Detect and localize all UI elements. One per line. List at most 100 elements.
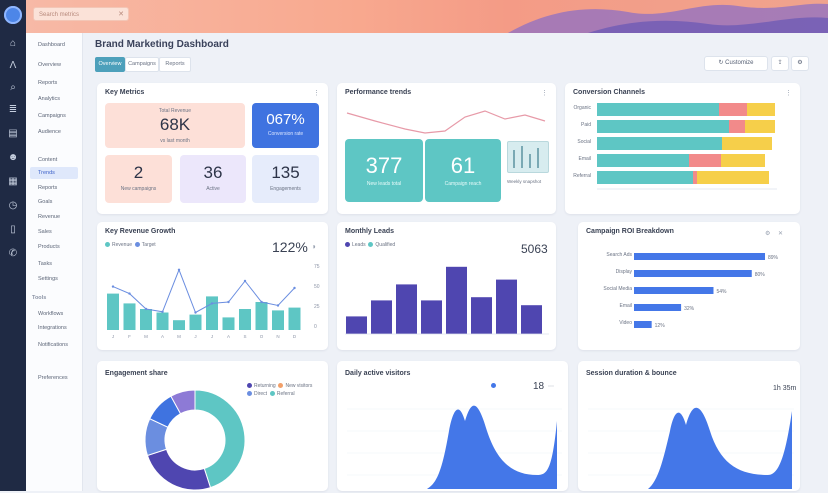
roi-value: 12% bbox=[655, 323, 666, 329]
channel-label: Email bbox=[578, 156, 591, 162]
close-icon[interactable]: ✕ bbox=[778, 231, 784, 237]
tab-overview[interactable]: Overview bbox=[95, 57, 125, 72]
list-icon[interactable]: ≣ bbox=[8, 104, 18, 115]
revenue-bar bbox=[173, 320, 185, 330]
target-point bbox=[161, 310, 164, 313]
x-tick: S bbox=[243, 334, 246, 339]
close-icon[interactable]: ✕ bbox=[118, 11, 124, 18]
logo[interactable] bbox=[4, 6, 22, 24]
sidebar-item[interactable]: Sales bbox=[38, 229, 52, 235]
database-icon[interactable]: ▦ bbox=[8, 176, 18, 187]
sidebar-item[interactable]: Products bbox=[38, 244, 60, 250]
sidebar-item[interactable]: Campaigns bbox=[38, 113, 66, 119]
clock-icon[interactable]: ◷ bbox=[8, 200, 18, 211]
chart-icon[interactable]: ▤ bbox=[8, 128, 18, 139]
target-point bbox=[144, 307, 148, 311]
legend-dot bbox=[269, 391, 275, 397]
sidebar-item[interactable]: Preferences bbox=[38, 375, 68, 381]
sidebar-item[interactable]: Content bbox=[38, 157, 58, 163]
roi-value: 32% bbox=[684, 306, 695, 312]
sidebar-item[interactable]: Reports bbox=[38, 185, 58, 191]
performance-tile-reach[interactable]: 61 Campaign reach bbox=[425, 139, 501, 202]
search-icon[interactable]: ⌕ bbox=[10, 82, 16, 93]
sidebar-item[interactable]: Audience bbox=[38, 129, 61, 135]
visitors-area-chart bbox=[347, 405, 562, 489]
tab-campaigns[interactable]: Campaigns bbox=[125, 57, 159, 72]
revenue-bar bbox=[156, 312, 169, 330]
roi-value: 54% bbox=[716, 289, 727, 295]
kpi-tile-conversion[interactable]: 067% Conversion rate bbox=[252, 103, 319, 148]
roi-label: Email bbox=[619, 303, 632, 309]
more-icon[interactable]: ⋮ bbox=[313, 90, 320, 97]
performance-card: Performance trends ⋮ 377 New leads total… bbox=[337, 83, 556, 214]
top-banner bbox=[26, 0, 828, 33]
y-tick: 0 bbox=[314, 324, 317, 330]
sidebar-item[interactable]: Revenue bbox=[38, 214, 61, 220]
analytics-icon[interactable]: Λ bbox=[9, 60, 17, 71]
x-tick: D bbox=[293, 334, 297, 339]
users-icon[interactable]: ☻ bbox=[7, 152, 19, 163]
roi-label: Search Ads bbox=[606, 252, 632, 258]
performance-tile-label: New leads total bbox=[366, 181, 402, 187]
x-tick: J bbox=[194, 334, 196, 339]
more-icon[interactable]: ⋮ bbox=[541, 90, 548, 97]
roi-chart: 89% 80% 54% 32% 12% bbox=[634, 253, 779, 329]
revenue-growth-value: 122% bbox=[272, 239, 308, 255]
legend-dot bbox=[368, 242, 374, 248]
kpi-tile-engagements[interactable]: 135 Engagements bbox=[252, 155, 319, 203]
target-point bbox=[210, 302, 214, 305]
legend-dot bbox=[247, 391, 252, 397]
thumbnail-caption: Weekly snapshot bbox=[507, 179, 542, 184]
performance-tile-leads[interactable]: 377 New leads total bbox=[345, 139, 423, 202]
sidebar-item[interactable]: Settings bbox=[38, 276, 58, 282]
sidebar-item[interactable]: Dashboard bbox=[38, 42, 65, 48]
search-input[interactable]: Search metrics ✕ bbox=[33, 7, 129, 21]
more-icon[interactable]: ⋯ bbox=[548, 384, 554, 390]
sidebar-item[interactable]: Notifications bbox=[38, 342, 68, 348]
settings-icon[interactable]: ⚙ bbox=[765, 231, 771, 237]
revenue-bar bbox=[123, 303, 136, 330]
legend-label: Returning bbox=[254, 383, 276, 389]
sidebar-item[interactable]: Workflows bbox=[38, 311, 64, 317]
info-icon[interactable]: ◑ bbox=[311, 242, 316, 251]
sidebar-item[interactable]: Tasks bbox=[38, 261, 53, 267]
settings-button[interactable]: ⚙ bbox=[791, 56, 809, 71]
sidebar: Dashboard Overview Reports Analytics Cam… bbox=[26, 33, 83, 491]
banner-wave-illustration bbox=[508, 3, 828, 33]
tab-reports[interactable]: Reports bbox=[159, 57, 191, 72]
revenue-growth-card: Key Revenue Growth Revenue Target 122% ◑… bbox=[97, 222, 328, 350]
performance-thumbnail[interactable] bbox=[507, 141, 549, 173]
sidebar-item[interactable]: Analytics bbox=[38, 96, 61, 102]
channel-label: Organic bbox=[573, 105, 591, 111]
legend-label: Qualified bbox=[375, 242, 396, 248]
home-icon[interactable]: ⌂ bbox=[9, 38, 17, 49]
sidebar-item[interactable]: Reports bbox=[38, 80, 58, 86]
x-tick: J bbox=[112, 334, 114, 339]
sidebar-item[interactable]: Goals bbox=[38, 199, 53, 205]
roi-value: 89% bbox=[768, 255, 779, 261]
search-placeholder: Search metrics bbox=[39, 12, 80, 18]
target-point bbox=[243, 279, 247, 283]
sidebar-item[interactable]: Integrations bbox=[38, 325, 67, 331]
kpi-tile-revenue[interactable]: Total Revenue 68K vs last month bbox=[105, 103, 245, 148]
sidebar-section-title: Tools bbox=[32, 295, 47, 301]
leads-bar bbox=[396, 284, 417, 334]
customize-button[interactable]: ↻ Customize bbox=[704, 56, 768, 71]
share-button[interactable]: ⇪ bbox=[771, 56, 789, 71]
session-value: 1h 35m bbox=[773, 385, 797, 392]
roi-bar bbox=[634, 321, 652, 328]
more-icon[interactable]: ⋮ bbox=[785, 90, 792, 97]
revenue-bar bbox=[239, 309, 251, 330]
donut-slice bbox=[146, 448, 212, 491]
document-icon[interactable]: ▯ bbox=[10, 224, 16, 235]
target-point bbox=[111, 285, 115, 288]
sidebar-item[interactable]: Overview bbox=[38, 62, 61, 68]
session-card-title: Session duration & bounce bbox=[586, 370, 677, 377]
target-point bbox=[276, 304, 280, 307]
sidebar-item-active[interactable]: Trends bbox=[30, 167, 78, 179]
kpi-tile-new-campaigns[interactable]: 2 New campaigns bbox=[105, 155, 172, 203]
kpi-tile-active[interactable]: 36 Active bbox=[180, 155, 246, 203]
phone-icon[interactable]: ✆ bbox=[8, 248, 18, 259]
kpi-tile-value: 68K bbox=[159, 115, 191, 134]
x-tick: N bbox=[276, 334, 279, 339]
